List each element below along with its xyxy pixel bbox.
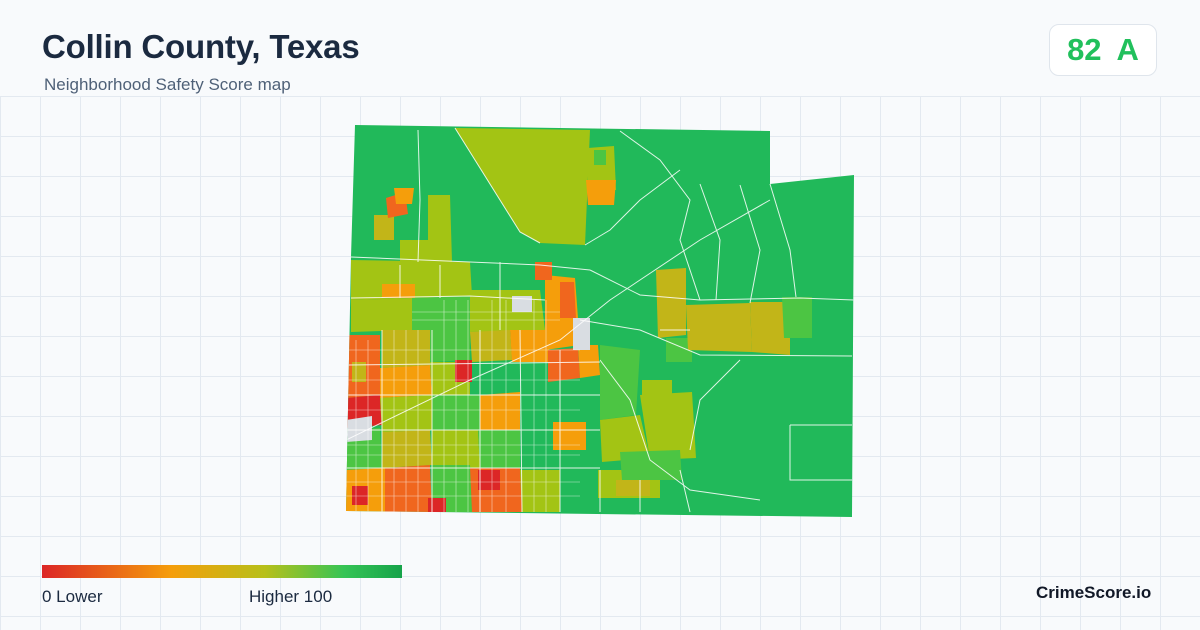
county-tracts (346, 125, 854, 517)
boundary-line (346, 361, 601, 366)
urban-tract-grid (346, 300, 580, 512)
boundary-line (346, 199, 771, 441)
tract-orange-se (553, 422, 586, 450)
boundary-line (599, 359, 761, 501)
tract-band-d (782, 297, 812, 338)
tract-sw-g (478, 430, 520, 468)
tract-central-e (535, 262, 552, 280)
boundary-line (454, 127, 541, 244)
tract-central-j (548, 348, 580, 382)
tract-red-s2 (478, 470, 500, 490)
tract-red-s (428, 498, 446, 512)
tract-north-light (594, 150, 606, 165)
tract-east-d (642, 380, 672, 405)
tract-red-sw (352, 486, 368, 505)
boundary-line (350, 256, 591, 271)
tract-sw-c (480, 392, 520, 430)
score-value: 82 (1067, 32, 1102, 67)
tract-no-data-b (512, 296, 532, 312)
tract-central-g (430, 330, 470, 362)
tract-central-a (412, 296, 472, 332)
tract-band-b (686, 303, 752, 352)
tract-east-a (600, 345, 640, 420)
boundary-line (579, 319, 853, 357)
brand-name: CrimeScore.io (1036, 583, 1152, 602)
tract-central-i (510, 330, 550, 362)
boundary-line (739, 184, 761, 304)
boundary-line (584, 169, 681, 246)
tract-band-a (656, 268, 686, 338)
boundary-line (699, 183, 721, 301)
score-badge: 82 A (1049, 24, 1157, 76)
tract-sw-i (385, 465, 432, 512)
page-subtitle: Neighborhood Safety Score map (44, 75, 291, 94)
tract-sw-e (382, 430, 432, 468)
tract-north-wedge (455, 128, 590, 245)
tract-nw-olive (428, 195, 452, 262)
tract-nw-band-2 (351, 298, 412, 332)
boundary-line (769, 183, 797, 298)
tract-central-d (560, 282, 576, 318)
header-band (0, 0, 1200, 96)
tract-east-e (620, 450, 682, 480)
legend-gradient-bar (42, 565, 402, 578)
tract-no-data-c (346, 416, 372, 442)
boundary-line (589, 269, 854, 301)
tract-east-c (640, 392, 696, 460)
boundary-line (689, 359, 741, 451)
tract-sw-l (520, 470, 560, 512)
boundary-line (350, 295, 546, 301)
tract-green-s (560, 468, 600, 512)
tract-nw-olive-2 (400, 240, 428, 265)
tract-nw-orange-2 (394, 188, 414, 204)
tract-boundaries (346, 127, 854, 513)
boundary-line (619, 130, 701, 301)
page-title: Collin County, Texas (42, 28, 360, 65)
tract-nw-band (351, 260, 472, 300)
boundary-line (519, 329, 523, 513)
tract-band-c (750, 302, 790, 355)
boundary-line (417, 129, 421, 263)
tract-nw-yellow (374, 215, 394, 240)
score-grade: A (1116, 32, 1139, 67)
tract-west-olive (352, 362, 366, 382)
tract-nw-orange-3 (382, 284, 415, 298)
boundary-line (679, 469, 691, 513)
tract-central-k (578, 345, 600, 378)
tract-east-b (600, 415, 650, 462)
tract-north-orange (586, 180, 616, 205)
tract-mix-s2 (616, 480, 650, 496)
legend-min-label: 0 Lower (42, 587, 103, 606)
tract-orange-s (520, 440, 555, 468)
legend-max-label: Higher 100 (249, 587, 333, 606)
boundary-line (789, 425, 852, 481)
